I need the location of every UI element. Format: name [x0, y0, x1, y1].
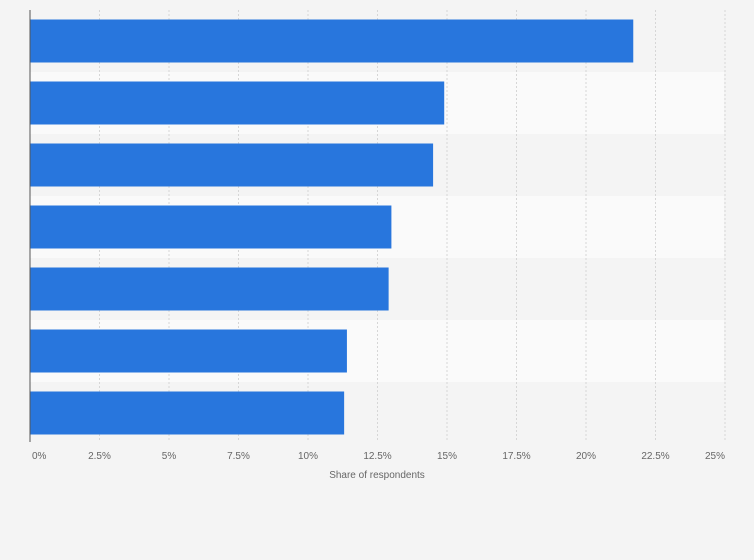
bar[interactable] [30, 267, 389, 311]
x-tick-label: 22.5% [641, 451, 669, 462]
bars [30, 19, 634, 435]
x-axis-title: Share of respondents [329, 470, 425, 481]
x-tick-label: 25% [705, 451, 725, 462]
bar[interactable] [30, 205, 392, 249]
x-tick-label: 7.5% [227, 451, 250, 462]
x-tick-label: 2.5% [88, 451, 111, 462]
x-tick-label: 10% [298, 451, 318, 462]
x-tick-label: 15% [437, 451, 457, 462]
bar[interactable] [30, 391, 345, 435]
bar[interactable] [30, 143, 434, 187]
x-tick-label: 5% [162, 451, 177, 462]
x-axis-ticks: 0% 2.5% 5% 7.5% 10% 12.5% 15% 17.5% 20% 22.5% 25% [32, 451, 725, 462]
x-tick-label: 17.5% [502, 451, 530, 462]
x-tick-label: 0% [32, 451, 47, 462]
bar[interactable] [30, 19, 634, 63]
x-tick-label: 12.5% [363, 451, 391, 462]
x-tick-label: 20% [576, 451, 596, 462]
bar[interactable] [30, 329, 347, 373]
bar[interactable] [30, 81, 445, 125]
